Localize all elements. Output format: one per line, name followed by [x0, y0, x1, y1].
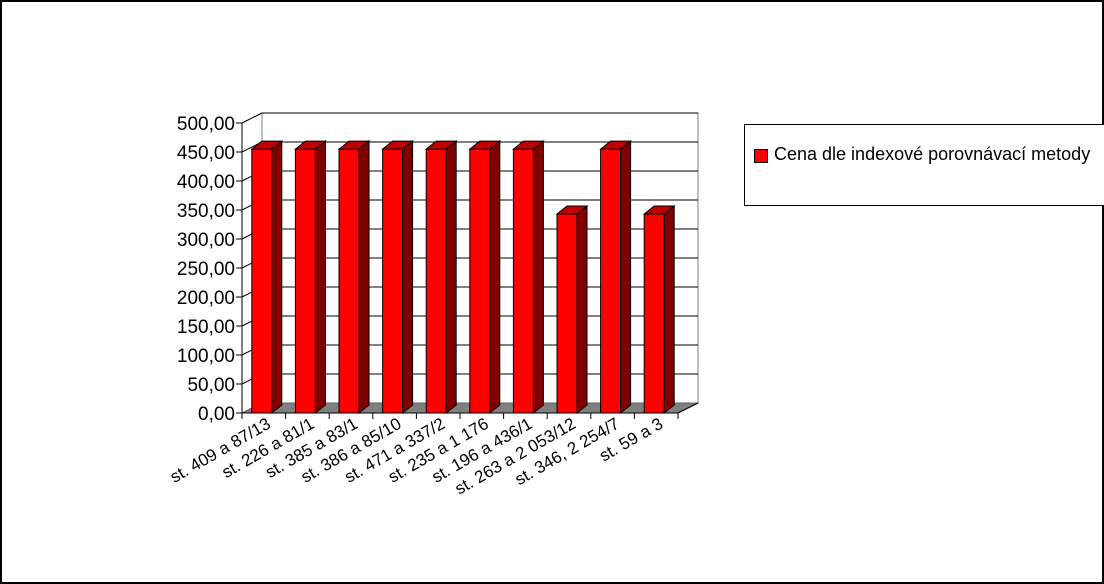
bar-front — [294, 148, 316, 414]
bar-front — [556, 213, 578, 414]
bar-top — [555, 205, 589, 215]
bar-top — [599, 140, 633, 150]
y-tick-label: 50,00 — [187, 375, 235, 396]
bar-side — [532, 140, 544, 415]
bar-top — [250, 140, 284, 150]
bar-top — [511, 140, 545, 150]
y-tick-label: 250,00 — [177, 259, 235, 280]
bar-front — [425, 148, 447, 414]
bar-top — [468, 140, 502, 150]
bar-front — [512, 148, 534, 414]
bar — [468, 140, 502, 415]
y-tick-labels: 0,00 50,00 100,00 150,00 200,00 250,00 300,00 3… — [177, 114, 235, 425]
gridline-side — [241, 112, 263, 124]
bar-side — [358, 140, 370, 415]
y-tick-label: 200,00 — [177, 288, 235, 309]
bar-top — [381, 140, 415, 150]
bar-front — [469, 148, 491, 414]
bar-front — [382, 148, 404, 414]
legend-swatch — [754, 149, 768, 163]
bar-side — [402, 140, 414, 415]
y-tick-label: 150,00 — [177, 317, 235, 338]
bar-front — [600, 148, 622, 414]
bar-side — [576, 205, 588, 415]
bar-top — [642, 205, 676, 215]
bar-side — [620, 140, 632, 415]
bar-side — [663, 205, 675, 415]
bar-side — [314, 140, 326, 415]
bar-front — [251, 148, 273, 414]
bar — [599, 140, 633, 415]
bars — [250, 140, 676, 415]
bar-side — [445, 140, 457, 415]
y-tick-label: 300,00 — [177, 230, 235, 251]
y-tick-label: 450,00 — [177, 143, 235, 164]
bar-side — [489, 140, 501, 415]
bar-top — [337, 140, 371, 150]
bar — [511, 140, 545, 415]
bar — [381, 140, 415, 415]
bar-top — [293, 140, 327, 150]
y-tick-label: 350,00 — [177, 201, 235, 222]
y-tick-label: 500,00 — [177, 114, 235, 135]
legend-label: Cena dle indexové porovnávací metody — [774, 144, 1091, 164]
bar — [293, 140, 327, 415]
bar-front — [338, 148, 360, 414]
bar — [642, 205, 676, 415]
bar — [555, 205, 589, 415]
legend: Cena dle indexové porovnávací metody — [744, 124, 1104, 206]
bar-top — [424, 140, 458, 150]
y-tick-label: 400,00 — [177, 172, 235, 193]
bar-front — [643, 213, 665, 414]
bar — [337, 140, 371, 415]
y-tick-label: 100,00 — [177, 346, 235, 367]
bar — [424, 140, 458, 415]
y-tick-label: 0,00 — [198, 404, 235, 425]
bar — [250, 140, 284, 415]
x-axis-depth — [677, 402, 699, 414]
bar-side — [271, 140, 283, 415]
